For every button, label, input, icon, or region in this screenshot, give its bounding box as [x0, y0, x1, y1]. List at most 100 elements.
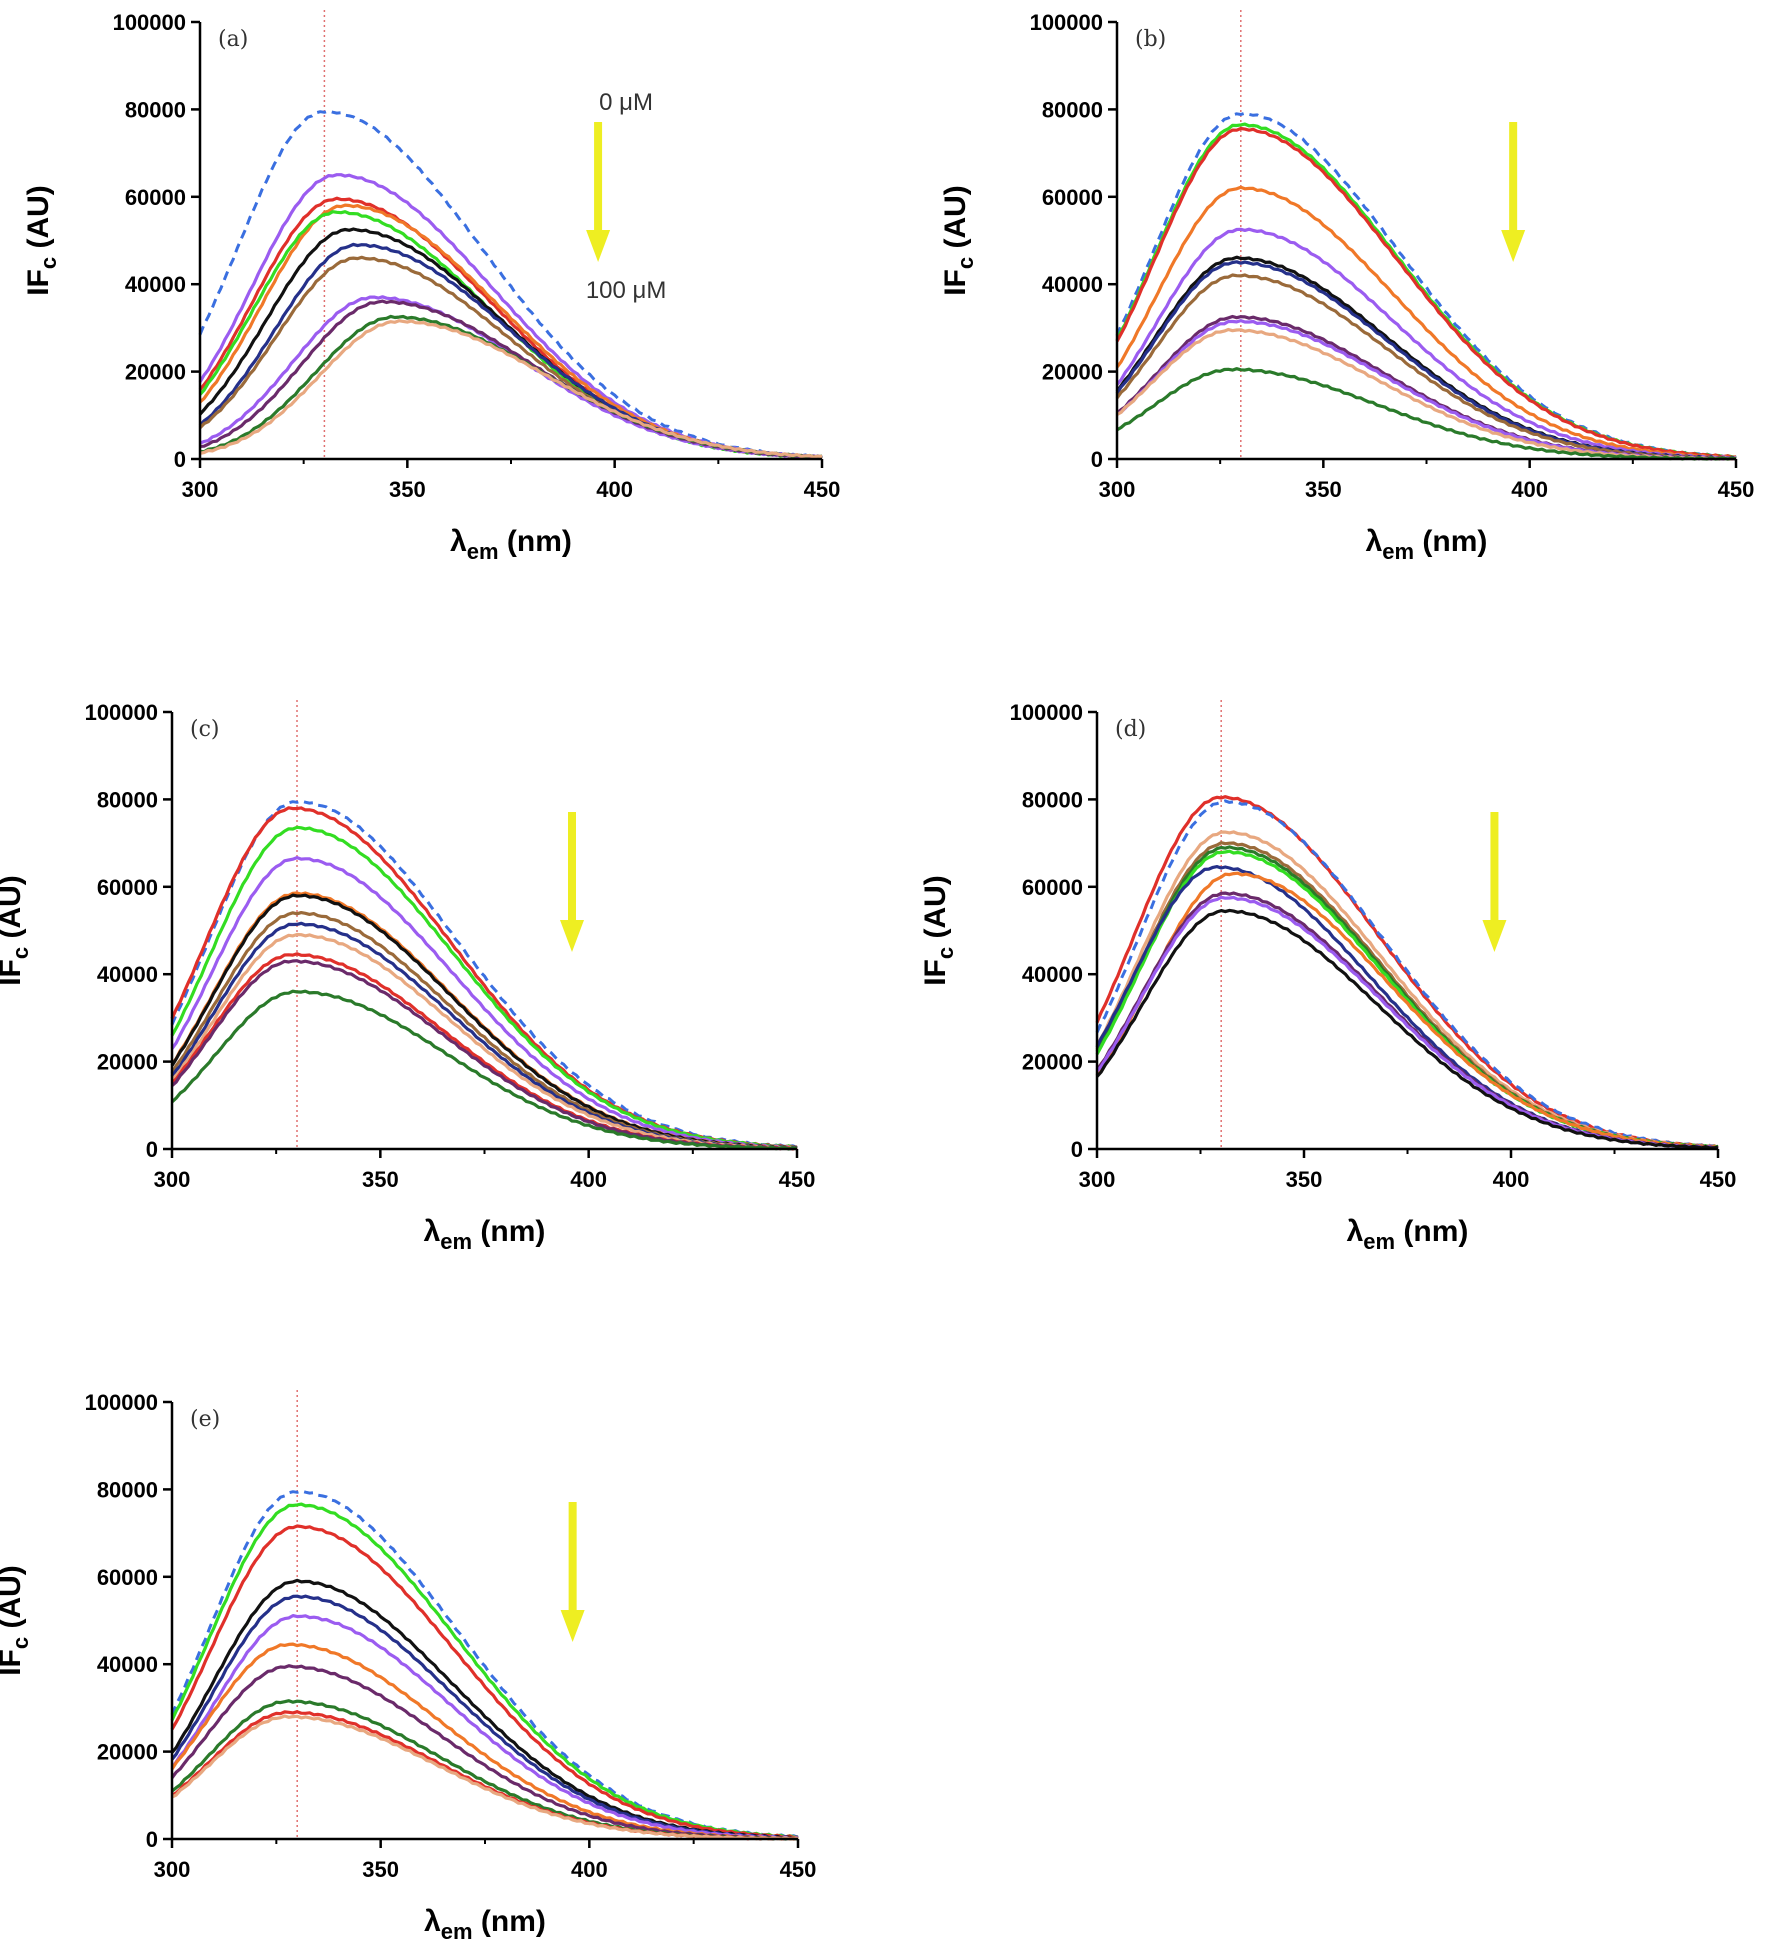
- y-tick-label: 40000: [1022, 962, 1083, 987]
- series-line-4: [1115, 227, 1737, 460]
- conc-end-label: 100 μM: [586, 277, 667, 304]
- x-tick-label: 450: [1718, 477, 1755, 502]
- down-arrow-icon: [1501, 122, 1526, 262]
- y-tick-label: 80000: [97, 1477, 158, 1502]
- panel-label: (c): [190, 717, 220, 742]
- down-arrow-icon: [586, 122, 611, 262]
- chart-panel-a: 300 350 400 450 0 20000 40000 60000 80000 100000 λ…: [22, 10, 841, 564]
- x-tick-label: 350: [362, 1857, 399, 1882]
- y-tick-label: 0: [1091, 447, 1103, 472]
- y-tick-label: 80000: [1042, 97, 1103, 122]
- x-axis-title: λem (nm): [424, 1215, 546, 1254]
- y-tick-label: 60000: [97, 875, 158, 900]
- y-tick-label: 60000: [1022, 875, 1083, 900]
- x-tick-label: 450: [804, 477, 841, 502]
- series-line-10: [1116, 327, 1737, 461]
- y-tick-label: 100000: [85, 1390, 158, 1415]
- series-line-10: [170, 959, 798, 1151]
- y-tick-label: 100000: [113, 10, 186, 35]
- y-tick-label: 20000: [1022, 1050, 1083, 1075]
- series-line-0: [198, 109, 823, 459]
- y-tick-label: 20000: [97, 1050, 158, 1075]
- series-line-10: [171, 1714, 799, 1841]
- y-tick-label: 40000: [97, 962, 158, 987]
- y-axis-title: IFc (AU): [0, 875, 33, 986]
- chart-panel-d: 300 350 400 450 0 20000 40000 60000 80000 100000 λ…: [919, 700, 1737, 1254]
- y-axis-title: IFc (AU): [22, 185, 61, 296]
- panel-label: (e): [190, 1407, 220, 1432]
- series-line-11: [1116, 367, 1737, 461]
- series-line-5: [170, 893, 798, 1150]
- chart-panel-c: 300 350 400 450 0 20000 40000 60000 80000 100000 λ…: [0, 700, 816, 1254]
- y-tick-label: 40000: [125, 272, 186, 297]
- y-tick-label: 60000: [125, 185, 186, 210]
- x-tick-label: 400: [571, 1857, 608, 1882]
- series-line-3: [1115, 185, 1737, 460]
- y-tick-label: 100000: [1010, 700, 1083, 725]
- x-tick-label: 300: [1079, 1167, 1116, 1192]
- down-arrow-icon: [1482, 812, 1507, 952]
- x-tick-label: 400: [570, 1167, 607, 1192]
- series-line-7: [170, 1664, 799, 1841]
- x-axis-title: λem (nm): [1366, 525, 1488, 564]
- series-line-4: [1095, 845, 1719, 1149]
- y-tick-label: 0: [146, 1137, 158, 1162]
- series-line-7: [1095, 871, 1719, 1150]
- x-tick-label: 400: [1511, 477, 1548, 502]
- x-axis-title: λem (nm): [450, 525, 572, 564]
- chart-panel-b: 300 350 400 450 0 20000 40000 60000 80000 100000 λ…: [939, 10, 1755, 564]
- y-tick-label: 0: [146, 1827, 158, 1852]
- series-line-2: [1115, 126, 1737, 459]
- y-tick-label: 40000: [1042, 272, 1103, 297]
- series-line-5: [198, 227, 823, 460]
- down-arrow-icon: [560, 812, 584, 952]
- y-tick-label: 100000: [85, 700, 158, 725]
- x-tick-label: 350: [1286, 1167, 1323, 1192]
- series-line-3: [1095, 841, 1719, 1150]
- series-line-0: [170, 799, 798, 1149]
- series-line-5: [1095, 849, 1719, 1150]
- series-line-10: [1095, 908, 1719, 1150]
- panel-label: (b): [1135, 27, 1166, 52]
- y-tick-label: 20000: [1042, 360, 1103, 385]
- y-tick-label: 40000: [97, 1652, 158, 1677]
- panel-label: (a): [218, 27, 248, 52]
- x-tick-label: 450: [780, 1857, 817, 1882]
- down-arrow-icon: [560, 1502, 585, 1642]
- y-tick-label: 60000: [1042, 185, 1103, 210]
- chart-panel-e: 300 350 400 450 0 20000 40000 60000 80000 100000 λ…: [0, 1390, 817, 1944]
- x-tick-label: 350: [362, 1167, 399, 1192]
- series-line-9: [171, 1710, 799, 1841]
- series-line-5: [170, 1614, 799, 1841]
- y-axis-title: IFc (AU): [0, 1565, 33, 1676]
- y-tick-label: 100000: [1030, 10, 1103, 35]
- y-axis-title: IFc (AU): [939, 185, 978, 296]
- x-tick-label: 400: [596, 477, 633, 502]
- x-tick-label: 350: [1305, 477, 1342, 502]
- x-tick-label: 300: [1099, 477, 1136, 502]
- y-tick-label: 20000: [97, 1740, 158, 1765]
- y-axis-title: IFc (AU): [919, 875, 958, 986]
- x-tick-label: 300: [154, 1857, 191, 1882]
- y-tick-label: 0: [1071, 1137, 1083, 1162]
- x-axis-title: λem (nm): [1347, 1215, 1469, 1254]
- panel-label: (d): [1115, 717, 1146, 742]
- y-tick-label: 0: [174, 447, 186, 472]
- x-tick-label: 300: [154, 1167, 191, 1192]
- y-tick-label: 80000: [1022, 787, 1083, 812]
- x-tick-label: 300: [182, 477, 219, 502]
- series-line-3: [170, 1578, 799, 1840]
- conc-start-label: 0 μM: [599, 89, 653, 116]
- series-line-9: [1116, 319, 1737, 461]
- x-tick-label: 450: [779, 1167, 816, 1192]
- series-line-11: [199, 319, 823, 459]
- y-tick-label: 80000: [125, 97, 186, 122]
- series-line-11: [170, 989, 798, 1151]
- y-tick-label: 60000: [97, 1565, 158, 1590]
- series-line-8: [1115, 314, 1737, 461]
- x-tick-label: 450: [1700, 1167, 1737, 1192]
- x-tick-label: 350: [389, 477, 426, 502]
- x-tick-label: 400: [1493, 1167, 1530, 1192]
- series-line-1: [198, 173, 823, 460]
- y-tick-label: 80000: [97, 787, 158, 812]
